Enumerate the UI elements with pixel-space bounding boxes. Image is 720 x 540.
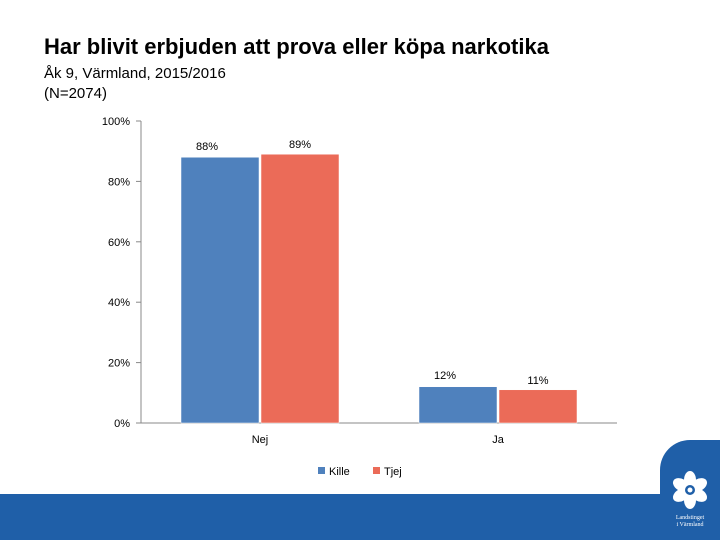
x-tick-label: Ja	[492, 434, 505, 446]
flower-logo-icon	[672, 471, 708, 509]
logo-text-line1: Landstinget	[675, 515, 705, 521]
legend-swatch-kille	[318, 467, 325, 474]
logo-text-line2: i Värmland	[676, 522, 704, 528]
data-label: 89%	[289, 139, 311, 151]
y-tick-label: 80%	[108, 176, 130, 188]
legend-swatch-tjej	[373, 467, 380, 474]
bar-chart: 0% 20% 40% 60% 80% 100% 88% 89% Nej 12% 11% Ja Kille…	[102, 116, 617, 478]
logo-box: Landstinget i Värmland	[660, 440, 720, 540]
subtitle-year: Åk 9, Värmland, 2015/2016	[44, 65, 226, 82]
bar-tjej-ja	[498, 389, 578, 424]
data-label: 12%	[434, 370, 456, 382]
legend-label-kille: Kille	[329, 466, 350, 478]
data-label: 88%	[196, 141, 218, 153]
footer-bar	[0, 494, 720, 540]
bar-kille-ja	[418, 386, 498, 424]
y-tick-label: 20%	[108, 358, 130, 370]
subtitle-sample-size: (N=2074)	[44, 85, 107, 102]
page-title: Har blivit erbjuden att prova eller köpa…	[44, 34, 549, 59]
bar-tjej-nej	[260, 153, 340, 424]
legend-label-tjej: Tjej	[384, 466, 402, 478]
bar-kille-nej	[180, 156, 260, 424]
x-tick-label: Nej	[252, 434, 269, 446]
data-label: 11%	[527, 375, 548, 387]
y-tick-label: 0%	[114, 418, 130, 430]
y-tick-label: 40%	[108, 297, 130, 309]
y-tick-label: 100%	[102, 116, 130, 128]
y-tick-label: 60%	[108, 237, 130, 249]
